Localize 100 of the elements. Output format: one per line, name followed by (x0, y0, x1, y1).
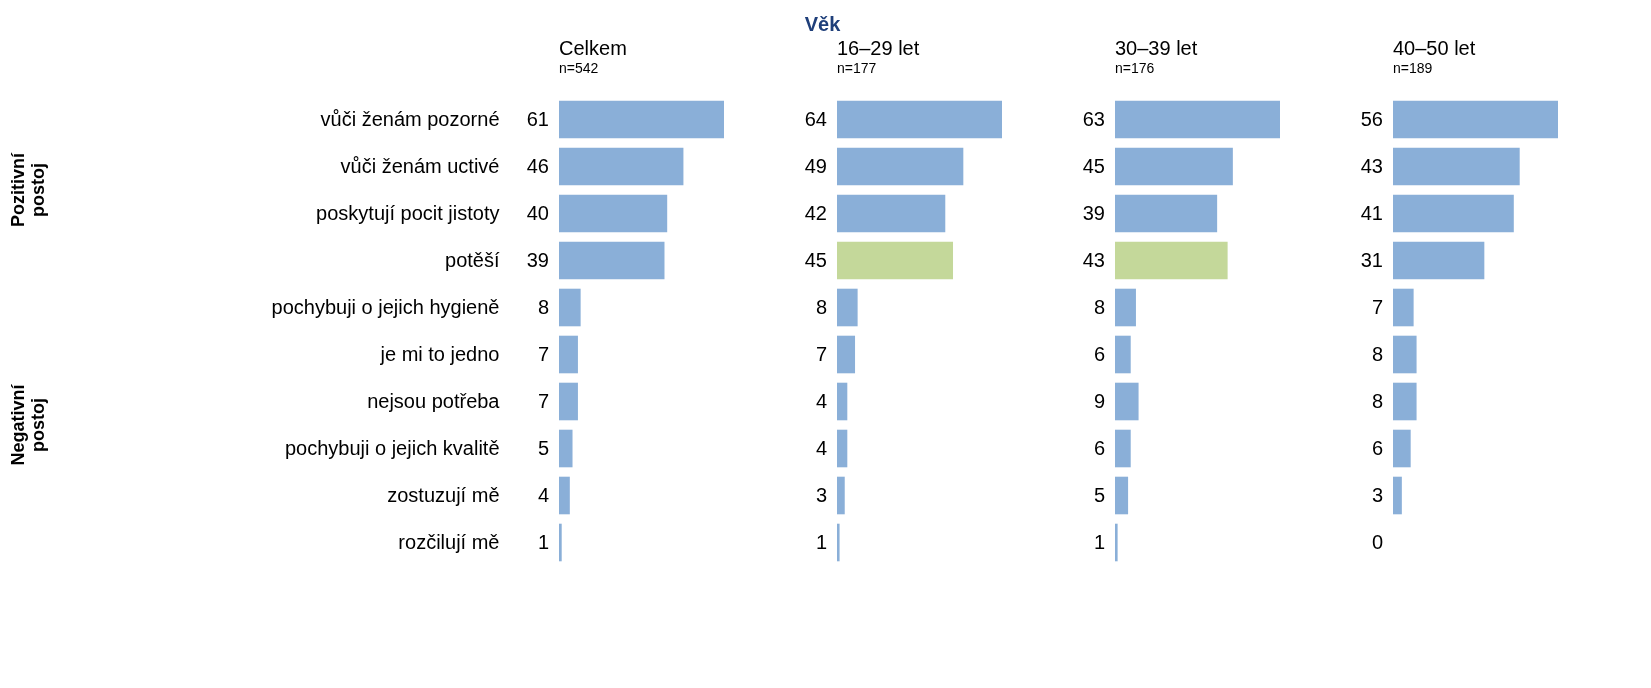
y-tick-label: potěší (445, 248, 500, 271)
y-tick-label: pochybuji o jejich hygieně (271, 295, 500, 318)
bar (1115, 100, 1280, 139)
bar (559, 429, 573, 468)
chart-subtitle: n=542 (559, 60, 599, 76)
data-label: 4 (815, 436, 827, 459)
data-label: 61 (526, 107, 549, 130)
text: Pozitivní postoj (8, 152, 48, 228)
data-label: 6 (1093, 436, 1105, 459)
data-label: 3 (1371, 483, 1383, 506)
data-label: 7 (1371, 295, 1383, 318)
data-label: 7 (537, 389, 549, 412)
chart-title: 30–39 let (1115, 37, 1198, 59)
chart-title: Celkem (559, 37, 627, 59)
bar (559, 241, 665, 280)
chart-subtitle: n=176 (1115, 60, 1155, 76)
bar (1393, 382, 1417, 421)
chart-subtitle: n=189 (1393, 60, 1433, 76)
bar (1393, 476, 1402, 515)
data-label: 3 (815, 483, 827, 506)
bar (1393, 288, 1414, 327)
bar (1393, 335, 1417, 374)
data-label: 49 (804, 154, 827, 177)
bar (1115, 382, 1139, 421)
bar (1115, 476, 1129, 515)
y-tick-label: zostuzují mě (387, 483, 500, 506)
y-tick-label: pochybuji o jejich kvalitě (284, 436, 500, 459)
bar (837, 241, 954, 280)
bar (559, 194, 668, 233)
data-label: 6 (1371, 436, 1383, 459)
y-tick-label: vůči ženám uctivé (340, 154, 500, 177)
data-label: 4 (537, 483, 549, 506)
chart-subtitle: n=177 (837, 60, 877, 76)
data-label: 45 (1082, 154, 1105, 177)
text: Věk (804, 13, 842, 35)
bar (1115, 194, 1218, 233)
bar (559, 147, 684, 186)
bar (559, 523, 562, 562)
data-label: 1 (815, 530, 827, 553)
data-label: 1 (1093, 530, 1105, 553)
text: Negativní postoj (8, 383, 48, 466)
bar (1115, 335, 1131, 374)
bar (1115, 288, 1136, 327)
chart-title: 16–29 let (837, 37, 920, 59)
bar (837, 335, 856, 374)
bar (1393, 147, 1520, 186)
bar (559, 288, 581, 327)
data-label: 8 (815, 295, 827, 318)
data-label: 39 (526, 248, 549, 271)
bar (837, 288, 858, 327)
bar (837, 476, 845, 515)
bar (1115, 147, 1233, 186)
y-tick-label: rozčilují mě (398, 530, 500, 553)
bar (1115, 429, 1131, 468)
bar (837, 147, 964, 186)
data-label: 43 (1360, 154, 1383, 177)
bar (1115, 523, 1118, 562)
chart-title: 40–50 let (1393, 37, 1476, 59)
bar (837, 382, 848, 421)
data-label: 6 (1093, 342, 1105, 365)
data-label: 1 (537, 530, 549, 553)
data-label: 8 (1371, 342, 1383, 365)
y-tick-label: vůči ženám pozorné (320, 107, 500, 130)
data-label: 39 (1082, 201, 1105, 224)
y-tick-label: nejsou potřeba (367, 389, 501, 412)
bar (837, 194, 946, 233)
y-tick-label: poskytují pocit jistoty (316, 201, 500, 224)
data-label: 46 (526, 154, 549, 177)
bar (837, 429, 848, 468)
data-label: 45 (804, 248, 827, 271)
data-label: 64 (804, 107, 827, 130)
bar (559, 476, 570, 515)
bar (1393, 241, 1485, 280)
data-label: 5 (1093, 483, 1105, 506)
data-label: 42 (804, 201, 827, 224)
data-label: 8 (1371, 389, 1383, 412)
data-label: 31 (1360, 248, 1383, 271)
data-label: 43 (1082, 248, 1105, 271)
bar (559, 382, 578, 421)
bar (559, 335, 578, 374)
data-label: 7 (815, 342, 827, 365)
data-label: 41 (1360, 201, 1383, 224)
data-label: 8 (1093, 295, 1105, 318)
bar (1393, 194, 1514, 233)
data-label: 40 (526, 201, 549, 224)
y-tick-label: je mi to jedno (379, 342, 500, 365)
data-label: 0 (1371, 530, 1383, 553)
data-label: 63 (1082, 107, 1105, 130)
bar (1115, 241, 1228, 280)
data-label: 8 (537, 295, 549, 318)
data-label: 7 (537, 342, 549, 365)
bar (559, 100, 724, 139)
bar (1393, 100, 1558, 139)
data-label: 4 (815, 389, 827, 412)
data-label: 5 (537, 436, 549, 459)
bar (837, 523, 840, 562)
bar (1393, 429, 1411, 468)
data-label: 9 (1093, 389, 1105, 412)
data-label: 56 (1360, 107, 1383, 130)
bar (837, 100, 1002, 139)
